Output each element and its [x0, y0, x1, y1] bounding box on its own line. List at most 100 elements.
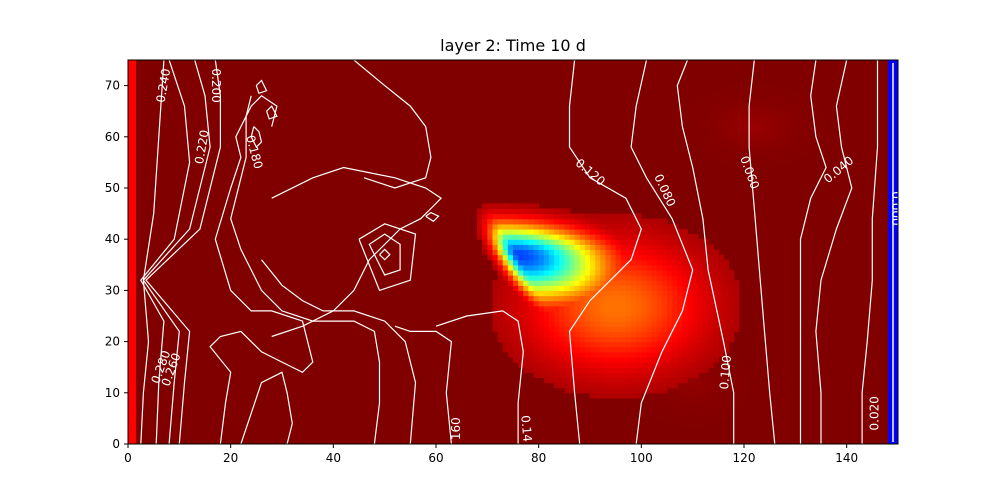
heatmap-cell [661, 239, 668, 245]
heatmap-cell [497, 321, 504, 327]
heatmap-cell [641, 336, 648, 343]
heatmap-cell [492, 228, 499, 235]
heatmap-cell [625, 285, 632, 291]
heatmap-cell [590, 213, 596, 220]
heatmap-cell [574, 382, 581, 389]
heatmap-cell [713, 316, 719, 322]
heatmap-cell [590, 259, 596, 266]
heatmap-cell [559, 382, 565, 389]
heatmap-cell [667, 377, 673, 384]
heatmap-cell [595, 295, 601, 302]
heatmap-cell [682, 234, 689, 240]
heatmap-cell [492, 234, 499, 240]
heatmap-cell [513, 213, 519, 220]
heatmap-cell [615, 310, 622, 317]
heatmap-cell [590, 254, 596, 261]
heatmap-cell [543, 326, 550, 332]
heatmap-cell [672, 310, 678, 317]
heatmap-cell [502, 310, 509, 317]
heatmap-cell [528, 295, 535, 302]
heatmap-cell [518, 346, 524, 353]
heatmap-cell [492, 213, 499, 220]
heatmap-cell [702, 351, 709, 358]
heatmap-cell [584, 362, 591, 368]
heatmap-cell [651, 275, 658, 281]
heatmap-cell [702, 300, 709, 307]
heatmap-cell [595, 218, 601, 225]
heatmap-cell [590, 356, 596, 363]
heatmap-cell [697, 310, 704, 317]
heatmap-cell [713, 310, 719, 317]
heatmap-cell [579, 300, 586, 307]
heatmap-cell [497, 208, 504, 215]
heatmap-cell [564, 356, 571, 363]
heatmap-cell [595, 387, 601, 394]
heatmap-cell [590, 300, 596, 307]
heatmap-cell [502, 269, 509, 276]
heatmap-cell [672, 234, 678, 240]
heatmap-cell [533, 372, 540, 379]
heatmap-cell [656, 310, 663, 317]
heatmap-cell [718, 259, 725, 266]
heatmap-cell [533, 300, 540, 307]
heatmap-cell [595, 234, 601, 240]
heatmap-cell [733, 295, 740, 302]
heatmap-cell [600, 300, 606, 307]
heatmap-cell [523, 259, 529, 266]
heatmap-cell [636, 249, 642, 256]
heatmap-cell [579, 336, 586, 343]
heatmap-cell [548, 275, 555, 281]
heatmap-cell [656, 351, 663, 358]
heatmap-cell [533, 244, 540, 251]
heatmap-cell [502, 295, 509, 302]
heatmap-cell [672, 316, 678, 322]
heatmap-cell [692, 234, 699, 240]
heatmap-cell [584, 275, 591, 281]
heatmap-cell [559, 367, 565, 373]
heatmap-cell [590, 228, 596, 235]
heatmap-cell [656, 249, 663, 256]
heatmap-cell [559, 259, 565, 266]
heatmap-cell [610, 234, 617, 240]
heatmap-cell [677, 377, 683, 384]
heatmap-cell [718, 336, 725, 343]
heatmap-cell [513, 351, 519, 358]
heatmap-cell [548, 249, 555, 256]
heatmap-cell [631, 223, 637, 230]
heatmap-cell [656, 275, 663, 281]
heatmap-cell [518, 239, 524, 245]
heatmap-cell [528, 259, 535, 266]
heatmap-cell [605, 321, 612, 327]
heatmap-cell [677, 336, 683, 343]
heatmap-cell [713, 254, 719, 261]
heatmap-cell [533, 367, 540, 373]
heatmap-cell [610, 392, 617, 399]
heatmap-cell [579, 295, 586, 302]
heatmap-cell [615, 351, 622, 358]
heatmap-cell [610, 264, 617, 271]
heatmap-cell [564, 285, 571, 291]
heatmap-cell [584, 367, 591, 373]
heatmap-cell [543, 218, 550, 225]
heatmap-cell [697, 331, 704, 338]
heatmap-cell [636, 280, 642, 286]
heatmap-cell [651, 239, 658, 245]
heatmap-cell [646, 300, 653, 307]
heatmap-cell [528, 290, 535, 297]
contour-label: 0.14 [518, 415, 534, 443]
heatmap-cell [600, 331, 606, 338]
y-tick-label: 40 [105, 232, 120, 246]
heatmap-cell [723, 259, 730, 266]
heatmap-cell [548, 305, 555, 312]
heatmap-cell [513, 218, 519, 225]
heatmap-cell [507, 218, 514, 225]
heatmap-cell [631, 275, 637, 281]
heatmap-cell [507, 244, 514, 251]
heatmap-cell [497, 326, 504, 332]
heatmap-cell [656, 223, 663, 230]
heatmap-cell [610, 259, 617, 266]
heatmap-cell [600, 321, 606, 327]
heatmap-cell [641, 269, 648, 276]
heatmap-cell [605, 392, 612, 399]
heatmap-cell [646, 228, 653, 235]
